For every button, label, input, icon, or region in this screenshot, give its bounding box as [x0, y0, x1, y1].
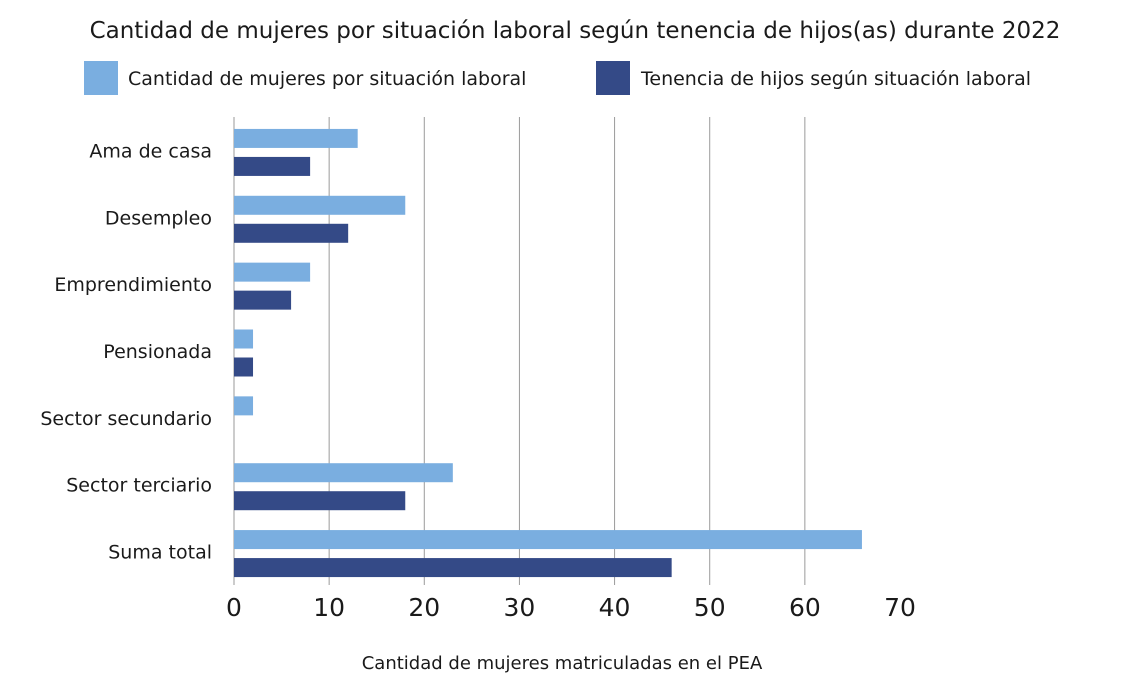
- category-labels: Ama de casa Desempleo Emprendimiento Pensio…: [40, 140, 212, 563]
- x-tick-label: 30: [504, 593, 536, 622]
- x-tick-labels: 0 10 20 30 40 50 60 70: [226, 593, 916, 622]
- category-label: Desempleo: [105, 207, 212, 229]
- x-tick-label: 50: [694, 593, 726, 622]
- category-label: Sector terciario: [66, 475, 212, 497]
- gridlines: [233, 117, 806, 585]
- chart-title: Cantidad de mujeres por situación labora…: [90, 18, 1061, 44]
- category-label: Emprendimiento: [54, 274, 212, 296]
- x-tick-label: 0: [226, 593, 242, 622]
- category-label: Pensionada: [103, 341, 212, 363]
- x-tick-label: 10: [313, 593, 345, 622]
- bar-series-0: [234, 329, 254, 349]
- bar-series-1: [234, 223, 349, 243]
- bar-series-0: [234, 396, 254, 416]
- bar-series-0: [234, 128, 358, 148]
- legend-label-0: Cantidad de mujeres por situación labora…: [128, 68, 526, 90]
- bar-series-1: [234, 558, 672, 578]
- bar-series-0: [234, 195, 406, 215]
- bar-series-1: [234, 491, 406, 511]
- legend-swatch-0: [84, 61, 118, 95]
- category-label: Suma total: [108, 542, 212, 564]
- bar-series-0: [234, 530, 862, 550]
- x-tick-label: 20: [408, 593, 440, 622]
- bar-series-0: [234, 262, 311, 282]
- bars: [234, 128, 862, 578]
- legend-swatch-1: [596, 61, 630, 95]
- bar-series-1: [234, 156, 311, 176]
- bar-series-1: [234, 290, 292, 310]
- legend-label-1: Tenencia de hijos según situación labora…: [640, 68, 1031, 90]
- category-label: Ama de casa: [89, 140, 212, 162]
- x-axis-label: Cantidad de mujeres matriculadas en el P…: [362, 653, 763, 674]
- bar-series-1: [234, 357, 254, 377]
- legend: Cantidad de mujeres por situación labora…: [84, 61, 1031, 95]
- x-tick-label: 40: [599, 593, 631, 622]
- x-tick-label: 60: [789, 593, 821, 622]
- category-label: Sector secundario: [40, 408, 212, 430]
- bar-series-0: [234, 463, 453, 483]
- x-tick-label: 70: [884, 593, 916, 622]
